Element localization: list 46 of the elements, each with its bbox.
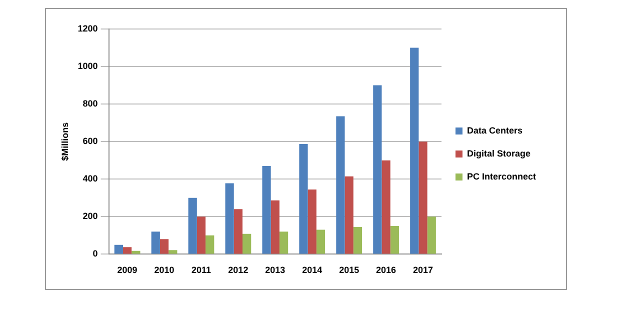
x-tick-label: 2017 bbox=[412, 265, 434, 276]
bar bbox=[151, 232, 160, 254]
y-tick-label: 800 bbox=[82, 98, 98, 109]
bar bbox=[225, 183, 234, 254]
legend-label: PC Interconnect bbox=[466, 171, 536, 182]
bar bbox=[122, 247, 132, 254]
bar bbox=[344, 176, 354, 254]
bar bbox=[114, 244, 123, 254]
legend-label: Digital Storage bbox=[466, 148, 531, 158]
bar bbox=[316, 230, 326, 254]
x-tick-label: 2011 bbox=[191, 265, 211, 276]
x-tick-label: 2009 bbox=[117, 265, 138, 276]
bar bbox=[242, 234, 252, 254]
bar bbox=[353, 226, 362, 254]
bar bbox=[188, 198, 197, 254]
x-tick-label: 2015 bbox=[339, 265, 360, 276]
bar bbox=[382, 160, 390, 254]
bar bbox=[160, 239, 169, 254]
y-tick-label: 1200 bbox=[78, 23, 98, 34]
y-axis-title: $Millions bbox=[60, 122, 70, 161]
y-tick-label: 0 bbox=[92, 248, 98, 259]
x-tick-label: 2013 bbox=[265, 265, 286, 276]
y-tick-label: 200 bbox=[82, 211, 98, 222]
bar bbox=[206, 235, 214, 254]
bar bbox=[410, 48, 419, 254]
bar bbox=[262, 166, 271, 254]
bar bbox=[308, 189, 316, 254]
bar bbox=[390, 226, 399, 254]
y-tick-label: 1000 bbox=[78, 61, 98, 72]
x-tick-label: 2014 bbox=[302, 265, 322, 276]
bar bbox=[427, 216, 436, 254]
x-tick-label: 2012 bbox=[228, 265, 248, 276]
bar bbox=[299, 144, 308, 254]
y-tick-label: 400 bbox=[82, 174, 98, 184]
bar bbox=[234, 209, 243, 254]
bar bbox=[196, 216, 206, 254]
bar bbox=[270, 200, 280, 254]
bar bbox=[336, 116, 345, 254]
x-tick-label: 2010 bbox=[154, 265, 174, 276]
bar bbox=[168, 250, 178, 254]
bar bbox=[373, 85, 382, 254]
x-tick-label: 2016 bbox=[376, 265, 396, 276]
bar bbox=[418, 142, 428, 254]
y-tick-label: 600 bbox=[82, 136, 98, 146]
legend-label: Data Centers bbox=[466, 125, 523, 136]
bar bbox=[279, 232, 288, 254]
